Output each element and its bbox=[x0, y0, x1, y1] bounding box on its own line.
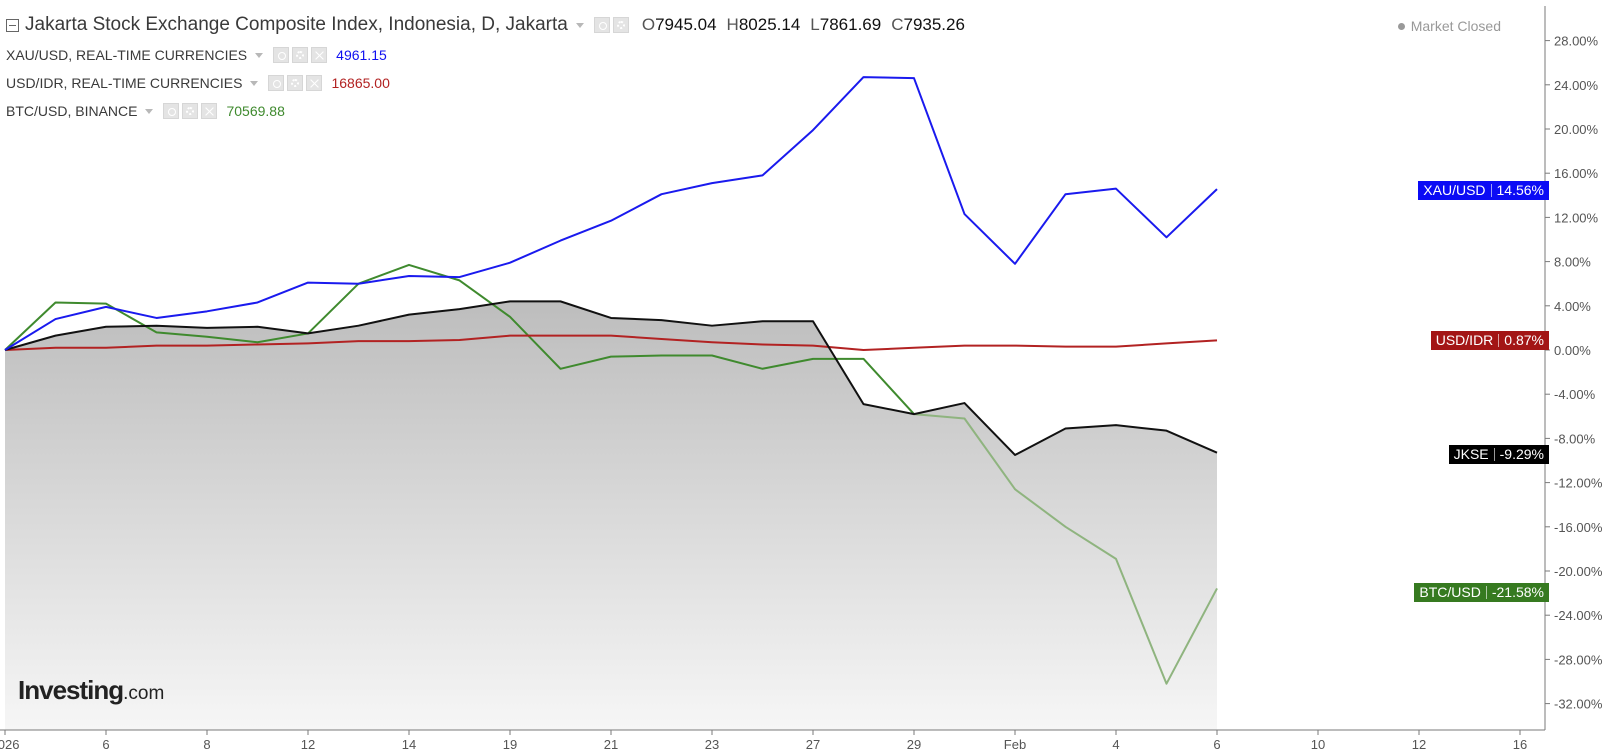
badge-value: 14.56% bbox=[1496, 182, 1544, 198]
dropdown-arrow-icon[interactable] bbox=[250, 80, 259, 86]
dropdown-arrow-icon[interactable] bbox=[575, 22, 584, 28]
badge-jkse: JKSE -9.29% bbox=[1448, 445, 1549, 464]
x-tick-label: 12 bbox=[301, 737, 315, 752]
y-tick-label: -8.00% bbox=[1554, 431, 1596, 446]
low-key: L bbox=[810, 15, 820, 34]
status-dot-icon bbox=[1397, 22, 1405, 30]
badge-value: 0.87% bbox=[1504, 332, 1544, 348]
x-tick-label: 14 bbox=[402, 737, 416, 752]
y-tick-label: -16.00% bbox=[1554, 520, 1603, 535]
eye-icon[interactable] bbox=[163, 103, 180, 119]
close-icon[interactable] bbox=[306, 75, 323, 91]
x-tick-label: 23 bbox=[705, 737, 719, 752]
y-tick-label: 16.00% bbox=[1554, 166, 1599, 181]
collapse-icon[interactable] bbox=[6, 18, 19, 32]
close-icon[interactable] bbox=[201, 103, 218, 119]
badge-value: -21.58% bbox=[1491, 584, 1544, 600]
badge-name: BTC/USD bbox=[1419, 584, 1481, 600]
open-key: O bbox=[641, 15, 656, 34]
x-tick-label: 12 bbox=[1412, 737, 1426, 752]
y-tick-label: 0.00% bbox=[1554, 343, 1591, 358]
x-tick-label: 29 bbox=[907, 737, 921, 752]
x-tick-label: 27 bbox=[806, 737, 820, 752]
eye-icon[interactable] bbox=[273, 47, 290, 63]
market-status-label: Market Closed bbox=[1410, 18, 1501, 34]
jkse-area bbox=[5, 301, 1217, 730]
investing-logo: Investing .com bbox=[18, 675, 164, 706]
badge-usdidr: USD/IDR 0.87% bbox=[1430, 331, 1549, 350]
y-tick-label: -20.00% bbox=[1554, 564, 1603, 579]
legend-series-usdidr[interactable]: USD/IDR, REAL-TIME CURRENCIES 16865.00 bbox=[6, 75, 390, 91]
x-tick-label: 10 bbox=[1311, 737, 1325, 752]
eye-icon[interactable] bbox=[268, 75, 285, 91]
gear-icon[interactable] bbox=[292, 47, 309, 63]
y-tick-label: 28.00% bbox=[1554, 34, 1599, 49]
y-tick-label: -4.00% bbox=[1554, 387, 1596, 402]
high-value: 8025.14 bbox=[738, 15, 801, 34]
y-tick-label: 20.00% bbox=[1554, 122, 1599, 137]
close-icon[interactable] bbox=[311, 47, 328, 63]
y-tick-label: 4.00% bbox=[1554, 299, 1591, 314]
badge-name: USD/IDR bbox=[1435, 332, 1494, 348]
badge-name: JKSE bbox=[1453, 446, 1489, 462]
gear-icon[interactable] bbox=[182, 103, 199, 119]
open-value: 7945.04 bbox=[655, 15, 717, 34]
x-tick-label: 16 bbox=[1513, 737, 1527, 752]
series-value-btc: 70569.88 bbox=[226, 103, 285, 119]
x-tick-label: 6 bbox=[102, 737, 109, 752]
dropdown-arrow-icon[interactable] bbox=[145, 108, 154, 114]
x-tick-label: 19 bbox=[503, 737, 517, 752]
dropdown-arrow-icon[interactable] bbox=[255, 52, 264, 58]
series-value-usdidr: 16865.00 bbox=[331, 75, 390, 91]
y-tick-label: 12.00% bbox=[1554, 210, 1599, 225]
x-tick-label: 4 bbox=[1112, 737, 1119, 752]
gear-icon[interactable] bbox=[612, 17, 629, 33]
y-tick-label: 8.00% bbox=[1554, 255, 1591, 270]
y-tick-label: -28.00% bbox=[1554, 652, 1603, 667]
logo-domain: .com bbox=[123, 683, 165, 704]
y-tick-label: -32.00% bbox=[1554, 697, 1603, 712]
badge-value: -9.29% bbox=[1499, 446, 1544, 462]
x-tick-label: 21 bbox=[604, 737, 618, 752]
y-tick-label: 24.00% bbox=[1554, 78, 1599, 93]
market-status: Market Closed bbox=[1397, 18, 1501, 34]
eye-icon[interactable] bbox=[593, 17, 610, 33]
legend-main[interactable]: Jakarta Stock Exchange Composite Index, … bbox=[6, 14, 965, 36]
gear-icon[interactable] bbox=[287, 75, 304, 91]
x-tick-label: Feb bbox=[1004, 737, 1026, 752]
close-key: C bbox=[891, 15, 904, 34]
x-tick-label: 8 bbox=[203, 737, 210, 752]
close-value: 7935.26 bbox=[903, 15, 965, 34]
y-tick-label: -24.00% bbox=[1554, 608, 1603, 623]
x-tick-label: 6 bbox=[1213, 737, 1220, 752]
badge-xau: XAU/USD 14.56% bbox=[1418, 181, 1549, 200]
x-tick-label: 2026 bbox=[0, 737, 19, 752]
badge-name: XAU/USD bbox=[1423, 182, 1486, 198]
legend-series-xau[interactable]: XAU/USD, REAL-TIME CURRENCIES 4961.15 bbox=[6, 47, 387, 63]
high-key: H bbox=[726, 15, 739, 34]
series-label-btc: BTC/USD, BINANCE bbox=[6, 103, 138, 119]
series-label-usdidr: USD/IDR, REAL-TIME CURRENCIES bbox=[6, 75, 243, 91]
legend-series-btc[interactable]: BTC/USD, BINANCE 70569.88 bbox=[6, 103, 285, 119]
y-tick-label: -12.00% bbox=[1554, 476, 1603, 491]
main-series-title: Jakarta Stock Exchange Composite Index, … bbox=[25, 14, 568, 35]
badge-btc: BTC/USD -21.58% bbox=[1414, 583, 1549, 602]
series-label-xau: XAU/USD, REAL-TIME CURRENCIES bbox=[6, 47, 248, 63]
low-value: 7861.69 bbox=[819, 15, 882, 34]
series-value-xau: 4961.15 bbox=[336, 47, 387, 63]
logo-main: Investing bbox=[18, 675, 124, 705]
